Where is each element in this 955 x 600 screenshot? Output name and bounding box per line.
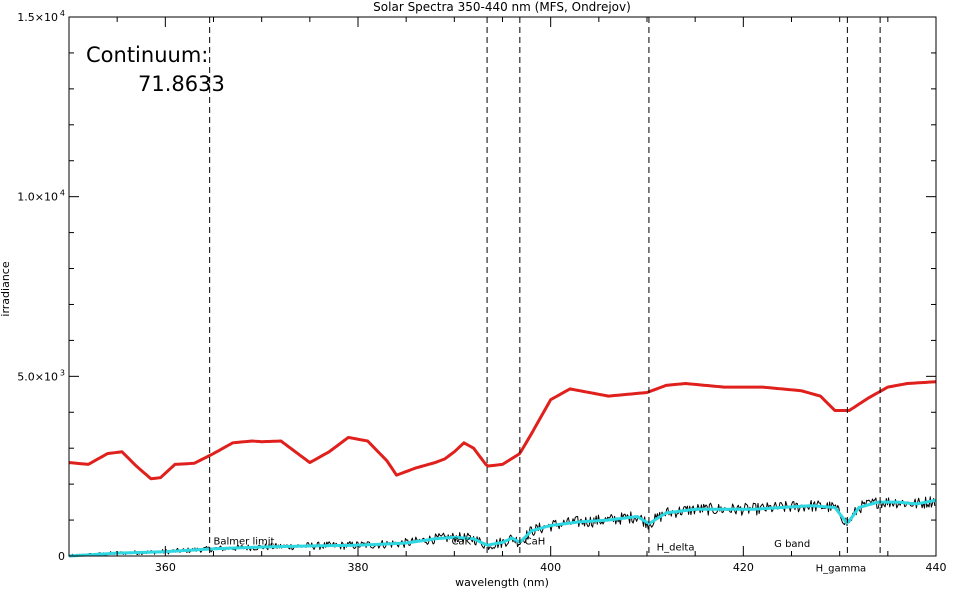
chart-title: Solar Spectra 350-440 nm (MFS, Ondrejov) xyxy=(373,0,631,14)
y-tick-exponent: 4 xyxy=(60,189,65,198)
y-tick-exponent: 3 xyxy=(60,368,65,377)
reference-line-label: H_delta xyxy=(657,542,695,553)
reference-line-label: G band xyxy=(774,539,810,550)
reference-line-label: CaH xyxy=(525,537,546,548)
reference-lines: Balmer limit CaK CaH H_delta H_gamma G band xyxy=(209,17,881,574)
x-axis-label: wavelength (nm) xyxy=(455,576,549,589)
y-tick-label: 5.0×10 xyxy=(17,370,58,383)
series-line-smooth-continuum xyxy=(68,380,937,481)
x-tick-label: 440 xyxy=(926,561,947,574)
reference-line-label: Balmer limit xyxy=(214,537,275,548)
y-tick-label: 0 xyxy=(58,550,65,563)
reference-line-label: CaK xyxy=(451,537,471,548)
y-tick-label: 1.0×10 xyxy=(17,191,58,204)
continuum-heading: Continuum: xyxy=(86,43,208,67)
reference-line-label: H_gamma xyxy=(816,563,867,574)
plot-frame xyxy=(68,16,937,557)
series-line-smoothed-spectrum xyxy=(68,498,937,558)
series-layer xyxy=(68,380,937,558)
y-tick-label: 1.5×10 xyxy=(17,11,58,24)
y-tick-exponent: 4 xyxy=(60,9,65,18)
y-axis-label: irradiance xyxy=(0,261,12,316)
continuum-value: 71.8633 xyxy=(138,72,225,96)
x-tick-label: 400 xyxy=(540,561,561,574)
x-tick-label: 380 xyxy=(348,561,369,574)
x-tick-label: 420 xyxy=(733,561,754,574)
x-tick-label: 360 xyxy=(155,561,176,574)
